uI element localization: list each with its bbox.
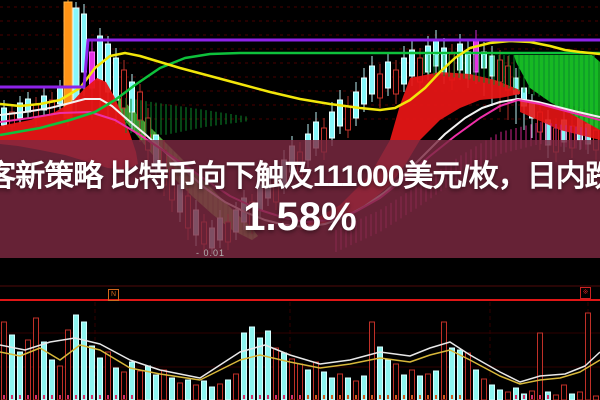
headline-line2: 1.58% <box>243 194 357 239</box>
watermark-icon-right: ※ <box>580 287 591 299</box>
headline-line1: 客新策略 比特币向下触及111000美元/枚，日内跌 <box>0 160 600 194</box>
price-low-label: - 0.01 <box>196 248 226 258</box>
headline-banner: 客新策略 比特币向下触及111000美元/枚，日内跌 1.58% <box>0 140 600 258</box>
watermark-icon-left: N <box>108 289 119 301</box>
